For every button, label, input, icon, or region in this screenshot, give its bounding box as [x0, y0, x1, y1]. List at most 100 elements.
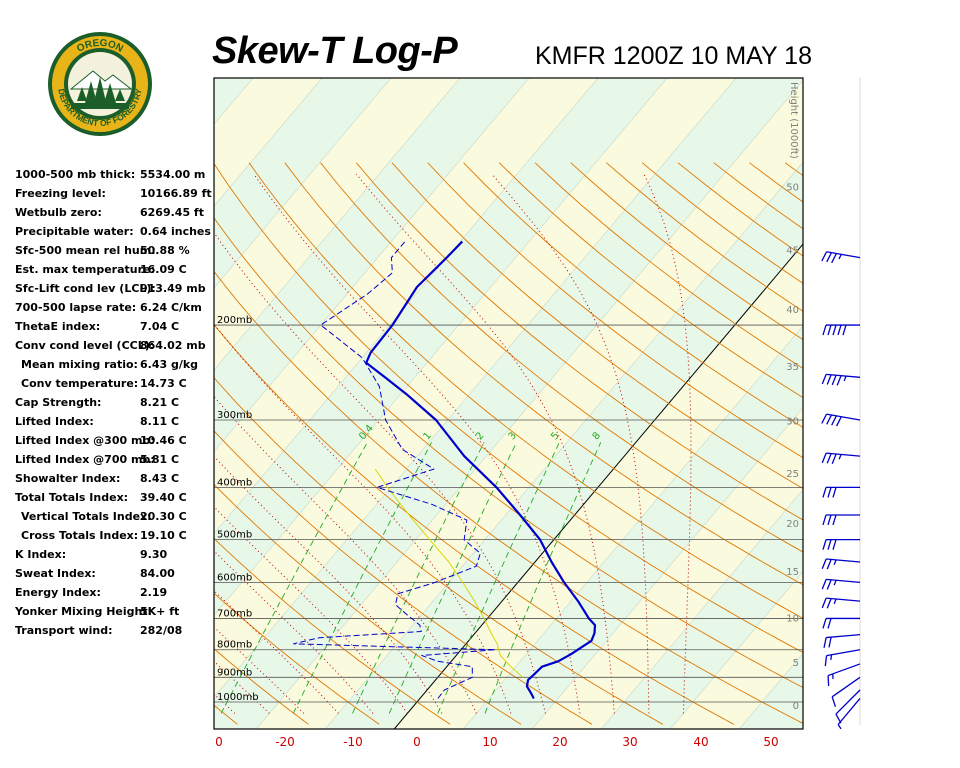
dry-adiabat-line [284, 162, 803, 586]
index-value: 16.09 C [140, 263, 187, 276]
logo-ground [71, 103, 129, 109]
wind-barb [821, 597, 861, 609]
dry-adiabat-line [641, 162, 803, 284]
moist-adiabat-line [214, 231, 546, 714]
wind-barb [831, 676, 861, 707]
wind-barb-flag [826, 579, 832, 590]
dry-adiabat-line [749, 162, 803, 203]
wind-barb-flag [823, 637, 827, 648]
wind-barb-flag [832, 324, 837, 336]
isobar-label: 500mb [217, 530, 252, 541]
index-row: ThetaE index: 7.04 C [15, 320, 215, 339]
index-value: 6.24 C/km [140, 301, 202, 314]
wind-barb-staff [826, 413, 861, 421]
wind-barb-staff [826, 597, 861, 602]
wind-barb-flag [832, 514, 837, 526]
wind-barb-flag [827, 487, 832, 498]
wind-barb-staff [837, 698, 861, 725]
wind-barb-half-flag [838, 254, 842, 260]
index-label: Precipitable water: [15, 225, 134, 238]
temperature-band [532, 407, 803, 729]
index-value: 2.19 [140, 586, 168, 599]
wind-barb [827, 663, 861, 687]
wind-barb-half-flag [833, 580, 837, 586]
wind-barb-flag [821, 558, 827, 569]
height-tick-label: 40 [786, 305, 799, 316]
dry-adiabat-line [463, 162, 803, 428]
index-value: 8.43 C [140, 472, 180, 485]
height-tick-label: 35 [786, 362, 799, 373]
index-row: Sfc-Lift cond lev (LCL): 913.49 mb [15, 282, 215, 301]
index-label: Conv temperature: [21, 377, 139, 390]
wind-barb-staff [826, 558, 861, 563]
index-value: 864.02 mb [140, 339, 206, 352]
index-row: Freezing level: 10166.89 ft [15, 187, 215, 206]
x-tick-label: -10 [343, 735, 363, 749]
isotherm-line [394, 243, 803, 729]
wind-barb [821, 578, 861, 590]
index-value: 913.49 mb [140, 282, 206, 295]
height-tick-label: 20 [786, 519, 799, 530]
index-row: Mean mixing ratio: 6.43 g/kg [15, 358, 215, 377]
dry-adiabat-line [784, 162, 803, 177]
index-row: Cross Totals Index: 19.10 C [15, 529, 215, 548]
height-tick-label: 10 [786, 613, 799, 624]
index-row: Lifted Index @700 mb: 5.81 C [15, 453, 215, 472]
index-value: 84.00 [140, 567, 175, 580]
logo-tree-3 [104, 83, 116, 103]
dry-adiabat-line [570, 162, 803, 341]
wind-barb-half-flag [837, 724, 842, 730]
moist-adiabat-line [253, 173, 581, 714]
mixing-ratio-line [388, 442, 518, 714]
logo-mountain [69, 70, 133, 90]
index-row: Lifted Index: 8.11 C [15, 415, 215, 434]
wind-barb-flag [831, 415, 837, 426]
index-row: Sfc-500 mean rel hum: 50.88 % [15, 244, 215, 263]
index-label: K Index: [15, 548, 67, 561]
mixing-ratio-line [437, 442, 560, 714]
index-value: 6269.45 ft [140, 206, 204, 219]
index-label: Vertical Totals Index: [21, 510, 152, 523]
height-tick-label: 30 [786, 417, 799, 428]
wind-barb-staff [835, 689, 861, 715]
index-row: Conv temperature: 14.73 C [15, 377, 215, 396]
wind-barb [821, 373, 861, 386]
dry-adiabat-line [498, 162, 803, 399]
index-value: 10.46 C [140, 434, 187, 447]
chart-title: Skew-T Log-P [212, 30, 458, 72]
index-label: Showalter Index: [15, 472, 121, 485]
moist-adiabat-line [356, 173, 615, 714]
index-label: Sweat Index: [15, 567, 96, 580]
wind-barb-flag [821, 413, 828, 424]
wind-barb [837, 698, 861, 730]
index-label: Wetbulb zero: [15, 206, 102, 219]
wind-barb-half-flag [833, 559, 837, 565]
dry-adiabat-line [355, 162, 803, 521]
wind-barb-flag [827, 539, 832, 550]
height-tick-label: 5 [793, 658, 799, 669]
wind-barb [822, 514, 860, 526]
dry-adiabat-line [248, 162, 803, 619]
logo-text-top: OREGON [75, 38, 125, 55]
wind-barb-flag [821, 374, 827, 385]
dry-adiabat-line [391, 162, 803, 490]
dry-adiabat-line [320, 162, 803, 553]
height-tick-label: 45 [786, 245, 799, 256]
index-value: 50.88 % [140, 244, 190, 257]
x-tick-label: 0 [413, 735, 421, 749]
wind-barb-flag [832, 539, 837, 550]
x-tick-label: 50 [763, 735, 778, 749]
index-value: 8.11 C [140, 415, 180, 428]
wind-barb [821, 413, 861, 427]
dry-adiabat-line [857, 163, 960, 725]
isobar-label: 800mb [217, 640, 252, 651]
wind-barb-half-flag [830, 654, 833, 661]
x-tick-label: 10 [482, 735, 497, 749]
index-label: Sfc-500 mean rel hum: [15, 244, 156, 257]
wind-barb-staff [826, 649, 861, 657]
wind-barb-flag [836, 375, 842, 386]
wind-barb-flag [821, 597, 827, 609]
height-tick-label: 0 [793, 701, 799, 712]
dry-adiabat-line [713, 162, 803, 230]
stability-indices-panel: 1000-500 mb thick: 5534.00 m Freezing leve… [15, 168, 215, 643]
